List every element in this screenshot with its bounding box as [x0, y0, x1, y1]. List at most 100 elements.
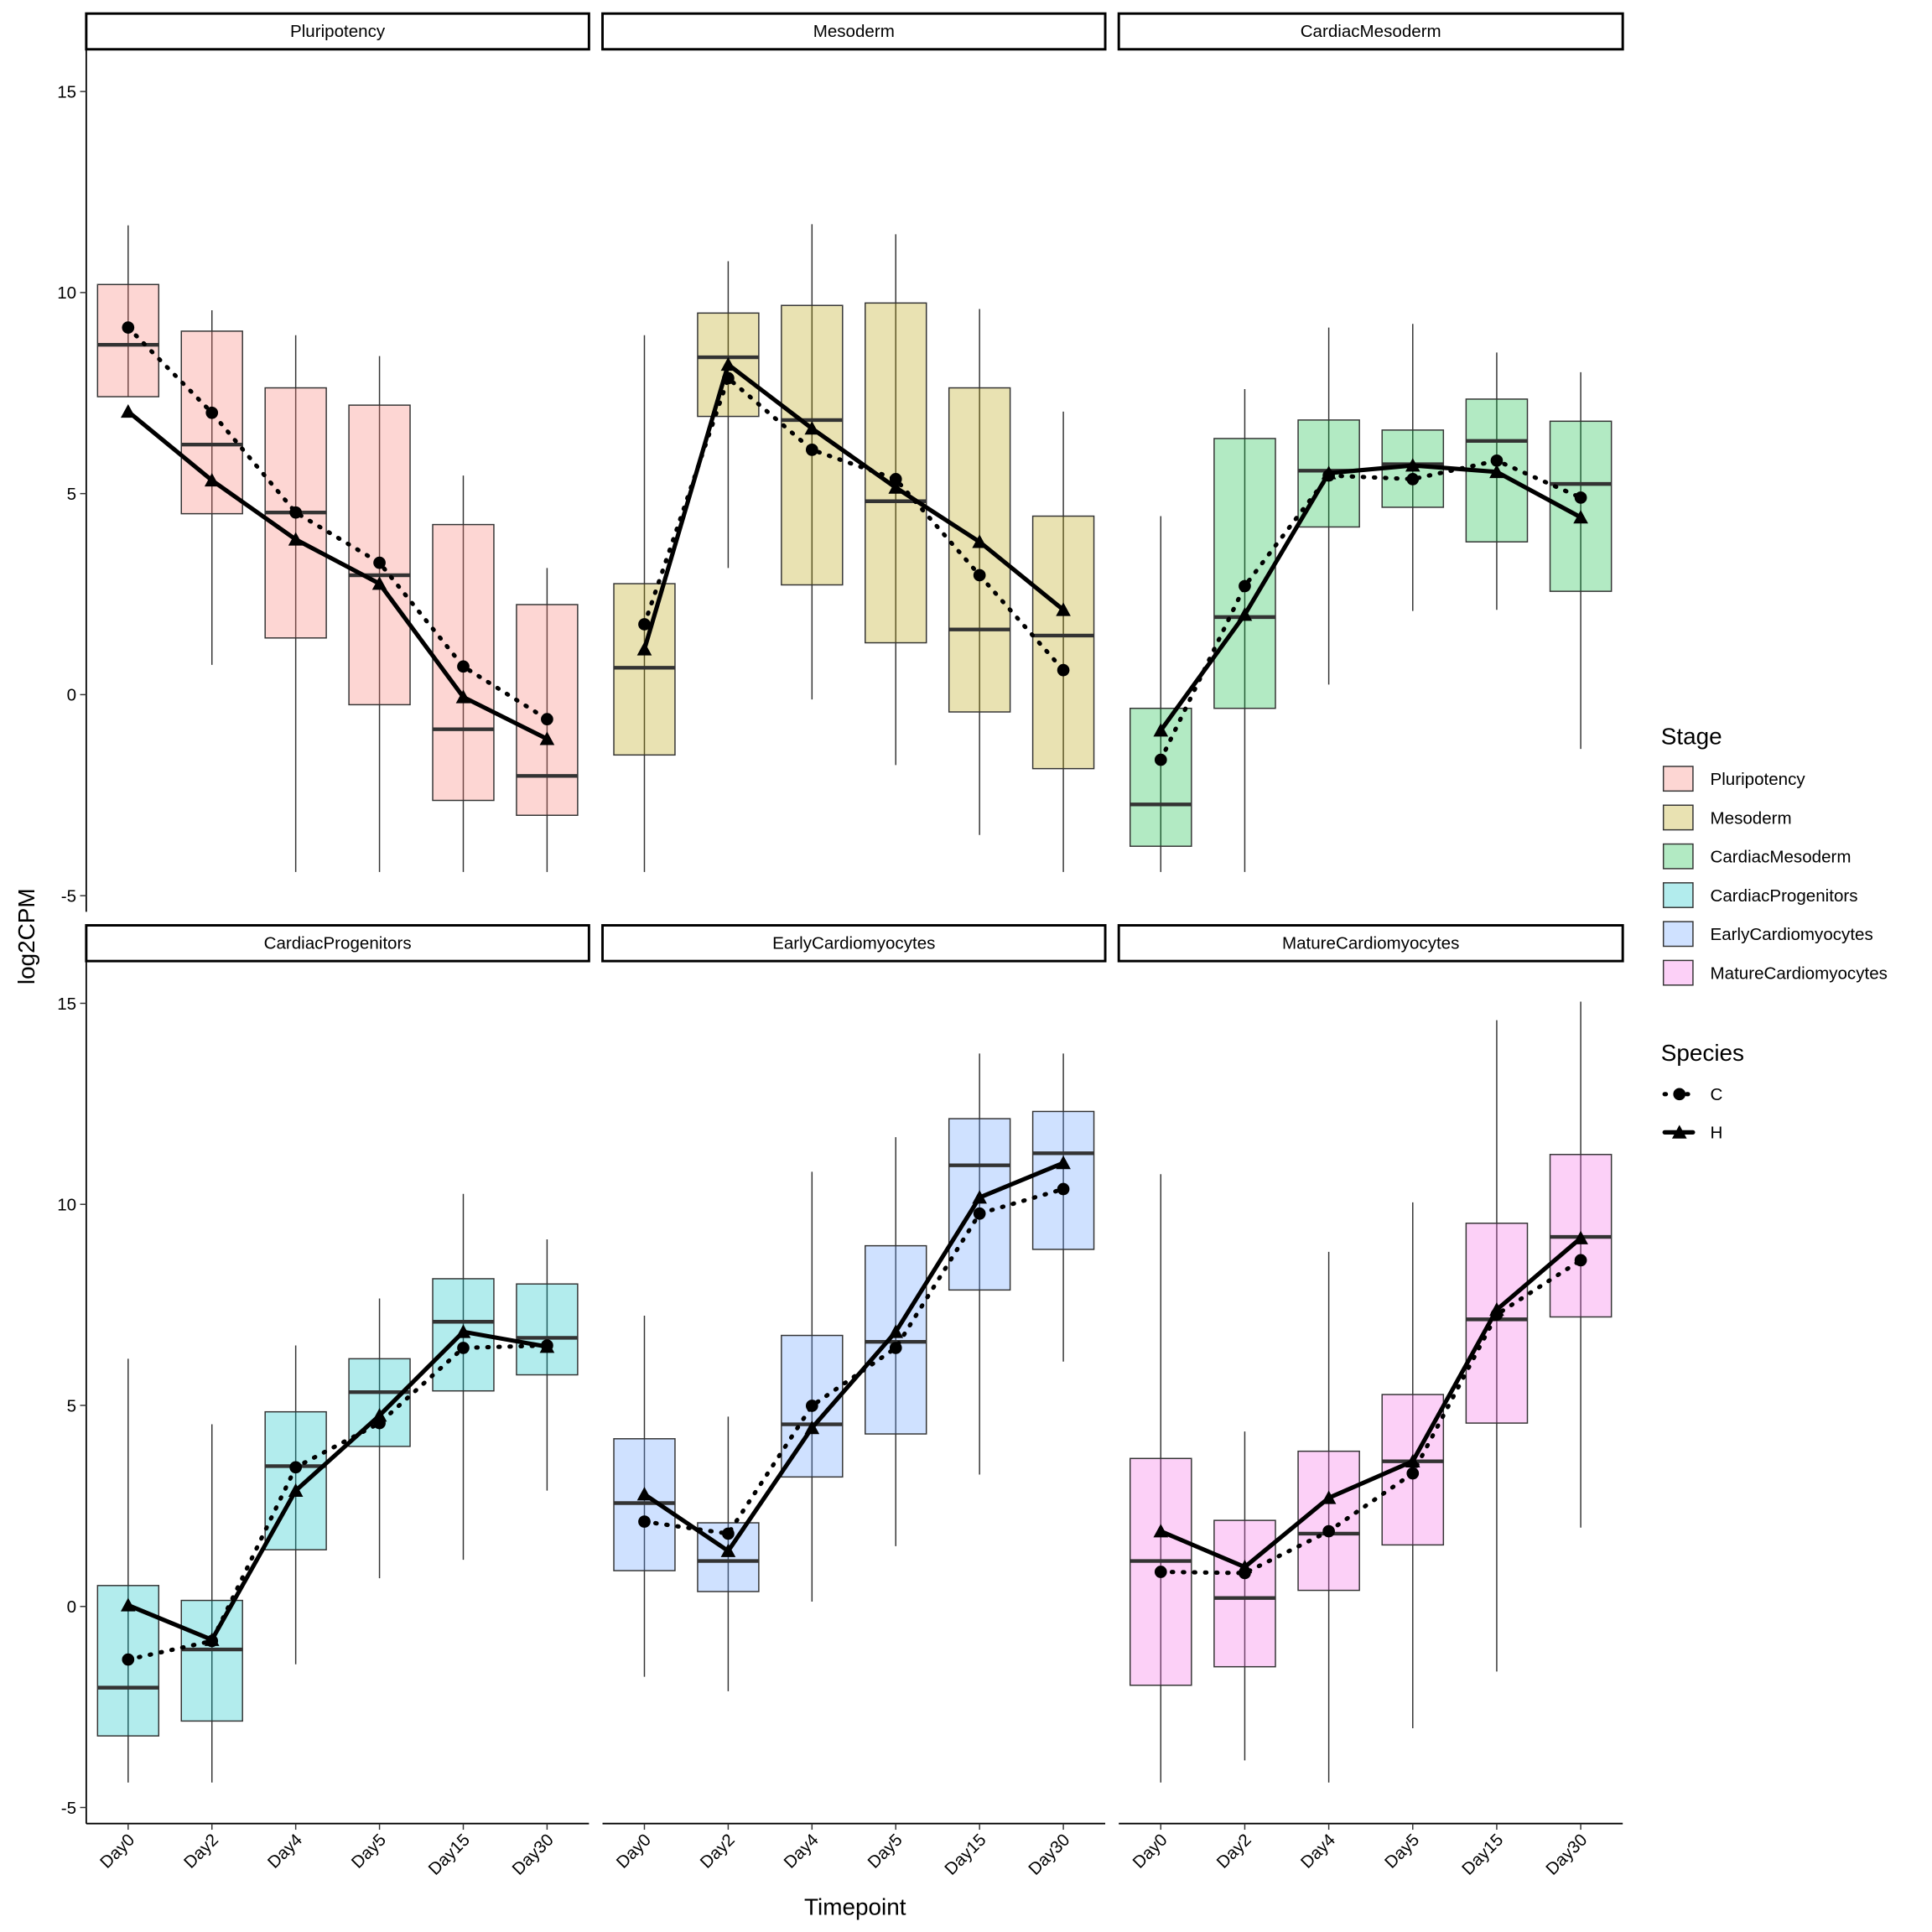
box	[180, 1599, 243, 1722]
point	[1574, 1254, 1587, 1267]
series-line	[1158, 463, 1583, 733]
box	[1129, 707, 1192, 847]
series-line	[126, 1329, 549, 1643]
series-line	[1158, 1258, 1583, 1576]
point	[636, 1487, 652, 1501]
point	[1405, 458, 1420, 472]
box	[264, 1410, 327, 1550]
point	[1490, 454, 1504, 467]
point	[455, 1324, 471, 1338]
series-line	[1158, 1235, 1583, 1570]
point	[289, 1461, 302, 1474]
strip-label: Mesoderm	[813, 22, 895, 41]
point	[1153, 723, 1169, 737]
point	[457, 1342, 470, 1354]
box	[348, 404, 411, 706]
y-tick-label: 0	[67, 686, 76, 705]
y-tick-label: 15	[57, 995, 76, 1014]
box	[1213, 1519, 1276, 1668]
point	[1574, 491, 1587, 504]
point	[722, 1527, 735, 1540]
point	[638, 1515, 651, 1528]
series-line	[126, 409, 549, 741]
box	[516, 1283, 579, 1376]
legend-key	[1671, 1124, 1687, 1139]
strip-label: CardiacMesoderm	[1301, 22, 1441, 41]
y-tick-label: 5	[67, 485, 76, 504]
point	[1239, 579, 1251, 593]
point	[804, 421, 820, 435]
point	[805, 1400, 818, 1412]
y-tick-label: 15	[57, 82, 76, 101]
point	[122, 1653, 135, 1666]
series-line	[641, 361, 1066, 652]
legend-label: MatureCardiomyocytes	[1711, 963, 1888, 983]
point	[1489, 1302, 1504, 1317]
box	[1297, 1450, 1360, 1592]
legend-label: EarlyCardiomyocytes	[1711, 925, 1873, 944]
point	[720, 1543, 736, 1557]
point	[204, 473, 220, 487]
point	[1237, 1559, 1253, 1574]
point	[1057, 663, 1070, 677]
point	[122, 321, 135, 334]
point	[1153, 1524, 1169, 1538]
point	[455, 689, 471, 704]
box	[865, 1244, 927, 1435]
strip	[85, 12, 590, 51]
background	[9, 0, 1923, 1932]
point	[457, 660, 470, 673]
point	[889, 473, 902, 486]
point	[889, 1342, 902, 1354]
y-tick-label: -5	[61, 887, 76, 906]
box	[516, 604, 579, 816]
point	[972, 1190, 987, 1204]
point	[1237, 607, 1253, 621]
strip-label: Pluripotency	[290, 22, 386, 41]
legend-label: C	[1711, 1085, 1723, 1104]
point	[973, 1207, 986, 1220]
y-tick-label: 10	[57, 1196, 76, 1215]
point	[371, 576, 387, 590]
point	[373, 556, 386, 569]
strip	[601, 924, 1107, 963]
point	[539, 1339, 555, 1353]
point	[371, 1408, 387, 1422]
box	[96, 283, 160, 397]
legend-label: Mesoderm	[1711, 808, 1792, 828]
legend-title: Stage	[1661, 724, 1722, 750]
point	[1056, 602, 1071, 616]
point	[1154, 753, 1167, 766]
series-line	[641, 1161, 1066, 1555]
strip	[85, 924, 590, 963]
strip	[1117, 924, 1624, 963]
point	[288, 532, 304, 546]
point	[1489, 464, 1504, 479]
point	[541, 713, 553, 726]
y-tick-label: 10	[57, 283, 76, 303]
y-tick-label: 5	[67, 1396, 76, 1415]
point	[973, 569, 986, 582]
point	[888, 480, 904, 494]
point	[1154, 1566, 1167, 1578]
box	[1031, 1110, 1095, 1250]
y-tick-label: 0	[67, 1597, 76, 1617]
strip-label: EarlyCardiomyocytes	[772, 933, 935, 953]
y-axis-title: log2CPM	[13, 888, 39, 984]
legend-label: CardiacMesoderm	[1711, 848, 1852, 867]
point	[1321, 1490, 1337, 1504]
point	[204, 1632, 220, 1646]
point	[1573, 1230, 1588, 1244]
series-line	[126, 325, 549, 722]
legend-label: Pluripotency	[1711, 770, 1806, 789]
legend-key	[1662, 804, 1694, 831]
strip	[601, 12, 1107, 51]
strip-label: CardiacProgenitors	[264, 933, 412, 953]
legend-key	[1662, 882, 1694, 908]
point	[121, 1597, 136, 1612]
legend-key	[1662, 959, 1694, 986]
strip	[1117, 12, 1624, 51]
legend-key	[1662, 921, 1694, 948]
series-line	[126, 1343, 549, 1662]
point	[1406, 1467, 1420, 1480]
